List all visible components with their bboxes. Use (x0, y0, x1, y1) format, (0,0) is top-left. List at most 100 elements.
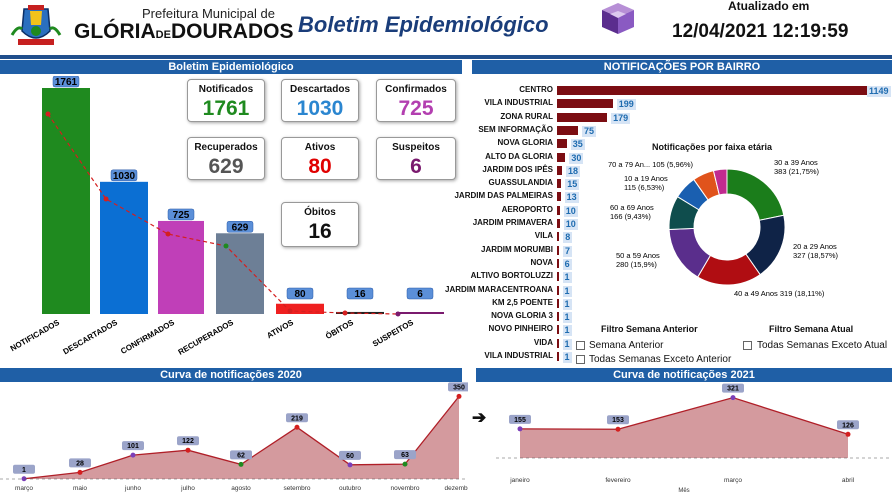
checkbox-todas-anterior[interactable] (576, 355, 585, 364)
donut-label: 50 a 59 Anos (616, 251, 660, 260)
card-suspeitos: Suspeitos 6 (376, 137, 456, 180)
bairro-bar (557, 112, 608, 122)
curve-month-label: outubro (339, 485, 361, 492)
header-divider (0, 55, 892, 59)
card-notificados: Notificados 1761 (187, 79, 265, 122)
bairro-value: 1 (562, 285, 572, 297)
opt-todas-atual[interactable]: Todas Semanas Exceto Atual (757, 340, 888, 351)
trend-point (165, 231, 171, 237)
bar-0 (42, 88, 90, 314)
donut-detail: 383 (21,75%) (774, 167, 820, 176)
card-ativos: Ativos 80 (281, 137, 359, 180)
card-notificados-label: Notificados (198, 84, 254, 95)
card-obitos-value: 16 (308, 220, 332, 243)
card-recuperados-label: Recuperados (194, 142, 258, 153)
curve-month-label: julho (180, 485, 195, 492)
trend-point (342, 310, 348, 316)
curve-month-label: setembro (283, 485, 310, 492)
curve2021-title: Curva de notificações 2021 (476, 368, 892, 382)
checkbox-semana-anterior[interactable] (576, 341, 585, 350)
bairro-bar (557, 272, 559, 282)
bairro-value: 179 (611, 112, 631, 124)
trend-point (395, 311, 401, 317)
bar-label-bg-2 (167, 208, 195, 221)
city-name-b: DOURADOS (170, 20, 294, 43)
bairro-bar (557, 219, 560, 228)
curve-label-bg (13, 464, 35, 474)
checkbox-todas-atual[interactable] (743, 341, 752, 350)
curve-point (456, 393, 462, 399)
bairro-value: 35 (570, 139, 585, 151)
page-title: Boletim Epidemiológico (298, 12, 549, 37)
card-descartados-label: Descartados (289, 84, 351, 95)
bairro-bar (557, 152, 566, 162)
bairro-value: 199 (616, 99, 636, 111)
curve-line (519, 396, 849, 435)
curve-point (730, 395, 736, 401)
faixa-title: Notificações por faixa etária (652, 142, 773, 152)
curve-month-label: maio (73, 485, 87, 492)
filter-atual-title: Filtro Semana Atual (769, 324, 854, 334)
bairro-bar (557, 192, 561, 202)
curve-value-label: 1 (22, 467, 26, 474)
bairro-bar (557, 205, 560, 215)
bairro-bar (557, 179, 562, 189)
donut-label: 70 a 79 An... 105 (5,96%) (608, 160, 694, 169)
bar-category-label: ATIVOS (265, 318, 295, 341)
curve-area (24, 396, 459, 479)
card-notificados-value: 1761 (202, 97, 250, 120)
bairro-value: 1 (562, 338, 572, 350)
curve-label-bg (69, 458, 91, 468)
opt-semana-anterior[interactable]: Semana Anterior (589, 340, 664, 351)
bar-value-label: 725 (173, 210, 190, 221)
card-suspeitos-value: 6 (410, 155, 422, 178)
bar-label-bg-6 (406, 287, 434, 300)
bar-label-bg-1 (110, 169, 138, 182)
curve-value-label: 62 (237, 452, 245, 459)
bairro-bar (557, 325, 559, 335)
bar-category-label: RECUPERADOS (177, 318, 236, 357)
bairro-value: 15 (565, 179, 580, 191)
bairro-bar (557, 285, 559, 295)
bairro-bar (557, 245, 559, 255)
curve-value-label: 63 (401, 452, 409, 459)
curve-month-label: janeiro (509, 477, 530, 484)
curve-label-bg (448, 382, 468, 392)
curve-point (185, 447, 191, 453)
curve-point (402, 461, 408, 467)
bairro-value: 75 (582, 125, 597, 137)
opt-todas-anterior[interactable]: Todas Semanas Exceto Anterior (589, 354, 732, 365)
header: Prefeitura Municipal de GLÓRIADEDOURADOS… (0, 0, 892, 56)
curve-month-label: fevereiro (605, 477, 631, 484)
card-ativos-value: 80 (308, 155, 332, 178)
curve-value-label: 28 (76, 460, 84, 467)
donut-slice (726, 168, 785, 221)
bar-value-label: 6 (417, 289, 423, 300)
trend-point (45, 111, 51, 117)
curve-value-label: 122 (182, 438, 194, 445)
bar-2 (158, 220, 204, 314)
bairro-bar (557, 338, 559, 348)
bairro-bar (557, 352, 559, 361)
curve-label-bg (722, 383, 744, 393)
bar-4 (276, 303, 324, 314)
bar-category-label: CONFIRMADOS (119, 318, 176, 356)
bar-value-label: 1761 (55, 77, 78, 88)
filter-anterior-title: Filtro Semana Anterior (601, 324, 698, 334)
card-recuperados-value: 629 (208, 155, 244, 178)
curve-label-bg (122, 441, 144, 451)
card-confirmados-value: 725 (398, 97, 434, 120)
bairro-value: 10 (563, 219, 578, 230)
bairro-bar (557, 312, 559, 322)
curve-point (615, 426, 621, 432)
card-confirmados: Confirmados 725 (376, 79, 456, 122)
bairro-bar (557, 125, 579, 135)
bar-value-label: 1030 (113, 171, 136, 182)
city-name: GLÓRIADEDOURADOS (74, 20, 293, 44)
curve-month-label: junho (124, 485, 141, 492)
arrow-icon: ➔ (472, 408, 487, 427)
donut-label: 10 a 19 Anos (624, 174, 668, 183)
powerbi-logo-icon (596, 2, 640, 36)
updated-label: Atualizado em (728, 0, 810, 13)
card-recuperados: Recuperados 629 (187, 137, 265, 180)
